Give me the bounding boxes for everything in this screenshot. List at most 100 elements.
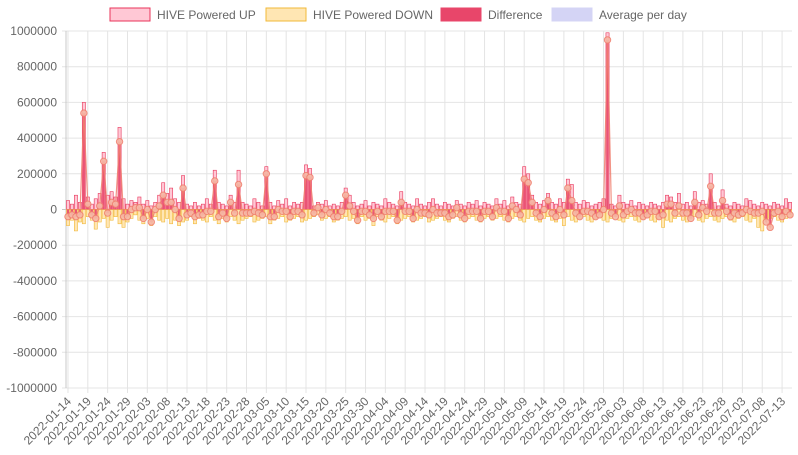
average-point: [135, 204, 144, 212]
average-point: [651, 207, 659, 215]
average-point: [377, 212, 386, 221]
bar-powered-up: [764, 203, 769, 210]
bar-powered-up: [224, 205, 229, 210]
bar-difference: [356, 209, 359, 221]
bar-difference: [570, 200, 573, 210]
average-point: [599, 205, 608, 214]
average-point: [703, 207, 711, 215]
bar-difference: [689, 209, 692, 219]
average-point: [147, 218, 155, 226]
bar-difference: [709, 186, 712, 210]
average-point: [544, 196, 552, 205]
bar-powered-up: [732, 202, 737, 210]
average-point: [714, 209, 723, 217]
average-point: [762, 218, 770, 226]
bar-powered-up: [256, 202, 261, 210]
average-point: [341, 191, 350, 199]
average-point: [115, 137, 124, 146]
y-tick-label: -1000000: [6, 381, 57, 395]
bar-powered-up: [200, 203, 205, 210]
average-point: [540, 205, 548, 214]
average-point: [99, 157, 108, 166]
average-point: [564, 184, 572, 192]
average-point: [179, 184, 187, 192]
bar-difference: [181, 188, 185, 210]
average-point: [449, 211, 457, 219]
bar-difference: [372, 209, 375, 219]
average-point: [425, 211, 433, 219]
average-point: [758, 207, 766, 215]
average-point: [611, 212, 620, 221]
average-point: [298, 211, 306, 219]
bar-difference: [118, 141, 121, 210]
y-axis: 1000000 800000 600000 400000 200000 0 -200000 -…: [6, 24, 57, 395]
average-point: [345, 202, 354, 210]
average-point: [96, 202, 104, 210]
y-tick-label: 800000: [17, 60, 57, 74]
legend-swatch: [440, 7, 482, 22]
average-point: [155, 202, 163, 210]
bar-powered-up: [220, 203, 225, 210]
bar-powered-up: [423, 205, 427, 210]
average-point: [310, 209, 318, 217]
average-point: [560, 211, 568, 219]
average-point: [500, 207, 509, 215]
average-point: [139, 214, 148, 223]
average-point: [222, 214, 231, 223]
bar-difference: [566, 188, 569, 210]
average-point: [476, 214, 485, 223]
average-point: [536, 212, 544, 221]
average-point: [504, 214, 513, 223]
average-point: [461, 214, 469, 223]
average-point: [175, 214, 183, 223]
average-point: [258, 211, 267, 219]
bar-difference: [479, 209, 482, 219]
legend: HIVE Powered UP HIVE Powered DOWN Differen…: [109, 7, 687, 22]
average-point: [528, 198, 536, 207]
average-point: [80, 109, 88, 117]
y-tick-label: -800000: [13, 345, 57, 359]
bar-difference: [546, 200, 550, 210]
legend-item-up[interactable]: HIVE Powered UP: [109, 7, 256, 22]
average-point: [389, 207, 397, 215]
bar-powered-up: [593, 203, 598, 210]
bar-powered-up: [736, 203, 741, 210]
legend-swatch: [551, 7, 593, 22]
bar-difference: [463, 209, 466, 219]
bar-difference: [527, 182, 530, 210]
average-point: [143, 205, 152, 214]
average-point: [111, 200, 120, 208]
bar-difference: [102, 161, 105, 210]
bar-powered-up: [331, 203, 336, 210]
bar-difference: [150, 209, 153, 222]
average-point: [524, 179, 532, 187]
bar-difference: [412, 209, 415, 219]
average-point: [159, 191, 167, 199]
legend-item-diff[interactable]: Difference: [440, 7, 543, 22]
average-point: [123, 212, 132, 221]
average-point: [766, 223, 774, 232]
average-point: [349, 207, 358, 215]
average-point: [722, 207, 731, 215]
average-point: [568, 196, 576, 205]
bar-powered-up: [772, 202, 777, 210]
bar-powered-up: [641, 203, 646, 210]
legend-swatch: [265, 7, 307, 22]
average-point: [659, 211, 667, 219]
bar-difference: [308, 177, 312, 210]
average-point: [262, 170, 271, 178]
legend-item-avg[interactable]: Average per day: [551, 7, 687, 22]
bar-powered-up: [70, 203, 74, 210]
legend-item-down[interactable]: HIVE Powered DOWN: [265, 7, 433, 22]
legend-label: HIVE Powered UP: [157, 8, 256, 22]
bar-difference: [344, 195, 347, 210]
average-point: [318, 211, 326, 219]
average-point: [84, 200, 92, 208]
average-point: [453, 204, 461, 212]
average-point: [409, 214, 417, 223]
average-line: [64, 36, 794, 232]
bar-powered-up: [439, 205, 443, 210]
average-point: [397, 198, 405, 207]
